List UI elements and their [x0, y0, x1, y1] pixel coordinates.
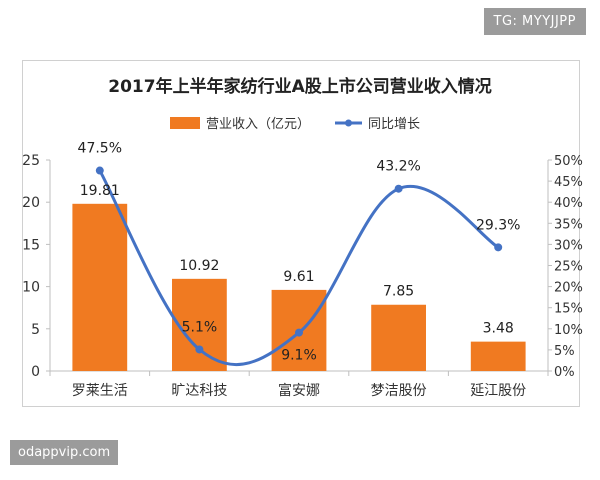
right-tick-label: 45% [554, 175, 583, 190]
growth-point [295, 328, 303, 337]
revenue-value-label: 7.85 [383, 284, 414, 300]
bar-series [72, 203, 526, 371]
revenue-value-label: 19.81 [80, 183, 120, 199]
left-tick-label: 5 [31, 322, 40, 338]
left-tick-label: 15 [22, 237, 40, 253]
chart-title: 2017年上半年家纺行业A股上市公司营业收入情况 [108, 76, 491, 97]
growth-series [95, 166, 503, 366]
x-tick-label: 延江股份 [470, 383, 526, 399]
site-label: odappvip.com [10, 440, 119, 465]
right-tick-label: 50% [554, 154, 583, 169]
revenue-bar [172, 278, 227, 371]
legend-bar-label: 营业收入（亿元） [206, 117, 310, 132]
x-tick-label: 梦洁股份 [371, 383, 427, 399]
right-tick-label: 0% [554, 365, 575, 380]
revenue-value-label: 3.48 [483, 321, 514, 337]
left-tick-label: 25 [22, 153, 40, 169]
growth-point [394, 184, 403, 193]
growth-value-label: 29.3% [476, 217, 520, 233]
growth-point [95, 166, 104, 175]
revenue-bar [470, 341, 526, 371]
growth-value-label: 9.1% [281, 348, 317, 364]
x-tick-label: 旷达科技 [171, 383, 227, 399]
right-tick-label: 10% [554, 323, 583, 338]
growth-value-label: 5.1% [182, 319, 218, 335]
left-tick-label: 0 [31, 364, 40, 380]
revenue-bar [371, 304, 426, 371]
left-tick-label: 10 [22, 280, 40, 296]
legend-line-label: 同比增长 [368, 117, 420, 132]
left-tick-label: 20 [22, 195, 40, 211]
revenue-bar [72, 203, 128, 371]
axes: 0 5 10 15 20 25 0% 5% 10% 15% 20% 25% 30% 35% 40% 45% 50… [22, 153, 583, 399]
growth-value-label: 47.5% [78, 141, 122, 157]
legend-bar-swatch [170, 117, 200, 129]
growth-point [195, 345, 204, 354]
right-tick-label: 40% [554, 196, 583, 211]
data-labels: 19.81 10.92 9.61 7.85 3.48 47.5% 5.1% 9.1% 43.2%… [78, 141, 521, 364]
growth-point [494, 243, 503, 252]
legend-line-marker [345, 119, 352, 127]
growth-value-label: 43.2% [376, 159, 420, 175]
right-tick-label: 35% [554, 217, 583, 232]
right-tick-label: 25% [554, 260, 583, 275]
x-tick-label: 罗莱生活 [72, 383, 128, 399]
x-tick-label: 富安娜 [278, 382, 320, 399]
right-tick-label: 5% [554, 344, 575, 359]
right-tick-label: 30% [554, 238, 583, 253]
revenue-value-label: 10.92 [179, 258, 219, 274]
right-tick-label: 15% [554, 302, 583, 317]
revenue-value-label: 9.61 [283, 269, 314, 285]
watermark-tag: TG: MYYJJPP [483, 8, 586, 35]
legend: 营业收入（亿元） 同比增长 [170, 117, 420, 132]
right-tick-label: 20% [554, 281, 583, 296]
